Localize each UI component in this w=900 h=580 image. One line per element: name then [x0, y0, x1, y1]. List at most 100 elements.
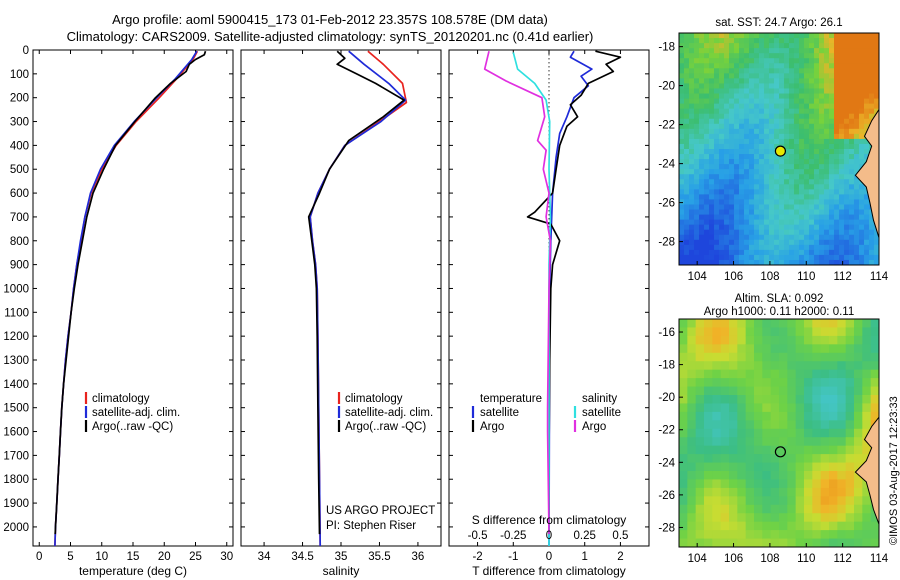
heatmap-cell	[804, 344, 813, 354]
heatmap-cell	[799, 63, 805, 69]
heatmap-cell	[820, 538, 830, 547]
heatmap-cell	[824, 133, 830, 140]
heatmap-cell	[724, 179, 730, 185]
heatmap-cell	[699, 149, 705, 155]
heatmap-cell	[874, 38, 879, 44]
heatmap-cell	[794, 143, 800, 150]
heatmap-cell	[812, 386, 822, 396]
heatmap-cell	[754, 229, 760, 236]
temperature-panel: 0100200300400500600700800900100011001200…	[3, 45, 234, 578]
heatmap-cell	[739, 209, 745, 216]
heatmap-cell	[864, 239, 870, 246]
heatmap-cell	[779, 344, 788, 354]
heatmap-cell	[729, 224, 735, 231]
heatmap-cell	[764, 214, 770, 221]
heatmap-cell	[759, 93, 765, 100]
heatmap-cell	[779, 48, 785, 54]
heatmap-cell	[854, 78, 860, 85]
heatmap-cell	[754, 113, 760, 120]
heatmap-cell	[870, 521, 879, 531]
heatmap-cell	[704, 98, 710, 105]
heatmap-cell	[687, 521, 697, 531]
heatmap-cell	[762, 513, 772, 523]
heatmap-cell	[749, 38, 755, 44]
heatmap-cell	[719, 174, 725, 180]
heatmap-cell	[679, 93, 685, 100]
heatmap-cell	[839, 239, 845, 246]
temperature-axes-frame	[32, 49, 234, 547]
heatmap-cell	[745, 411, 755, 421]
heatmap-cell	[874, 78, 879, 85]
heatmap-cell	[759, 33, 765, 39]
heatmap-cell	[724, 118, 730, 125]
heatmap-cell	[754, 378, 763, 388]
heatmap-cell	[689, 194, 695, 201]
heatmap-cell	[679, 108, 685, 115]
heatmap-cell	[679, 352, 688, 362]
heatmap-cell	[784, 63, 790, 69]
heatmap-cell	[679, 386, 688, 396]
heatmap-cell	[744, 214, 750, 221]
heatmap-cell	[859, 214, 865, 221]
heatmap-cell	[729, 229, 735, 236]
heatmap-cell	[714, 53, 720, 59]
heatmap-cell	[759, 103, 765, 110]
heatmap-cell	[704, 462, 713, 472]
heatmap-cell	[809, 149, 815, 155]
heatmap-cell	[704, 369, 713, 379]
heatmap-cell	[864, 149, 870, 155]
heatmap-cell	[804, 83, 810, 90]
heatmap-cell	[769, 214, 775, 221]
heatmap-cell	[709, 259, 715, 265]
heatmap-cell	[870, 352, 879, 362]
heatmap-cell	[864, 53, 870, 59]
heatmap-cell	[754, 437, 763, 447]
heatmap-cell	[754, 138, 760, 145]
heatmap-cell	[809, 159, 815, 165]
heatmap-cell	[699, 189, 705, 195]
heatmap-cell	[729, 123, 735, 130]
heatmap-cell	[689, 113, 695, 120]
heatmap-cell	[794, 214, 800, 221]
heatmap-cell	[874, 93, 879, 100]
heatmap-cell	[712, 538, 722, 547]
heatmap-cell	[709, 204, 715, 211]
heatmap-cell	[812, 369, 822, 379]
heatmap-cell	[849, 254, 855, 261]
heatmap-cell	[819, 38, 825, 44]
heatmap-cell	[687, 420, 697, 430]
heatmap-cell	[804, 259, 810, 265]
heatmap-cell	[789, 98, 795, 105]
heatmap-cell	[737, 386, 747, 396]
heatmap-cell	[804, 138, 810, 145]
heatmap-cell	[787, 538, 797, 547]
heatmap-cell	[779, 43, 785, 49]
heatmap-cell	[834, 234, 840, 241]
heatmap-cell	[745, 471, 755, 481]
heatmap-cell	[799, 149, 805, 155]
heatmap-cell	[839, 43, 845, 49]
heatmap-cell	[687, 462, 697, 472]
heatmap-cell	[694, 98, 700, 105]
heatmap-cell	[729, 199, 735, 206]
heatmap-cell	[774, 179, 780, 185]
heatmap-cell	[834, 184, 840, 190]
heatmap-cell	[694, 229, 700, 236]
heatmap-cell	[729, 335, 738, 345]
heatmap-cell	[837, 504, 847, 514]
heatmap-cell	[819, 154, 825, 160]
heatmap-cell	[829, 113, 835, 120]
heatmap-cell	[719, 128, 725, 135]
heatmap-cell	[784, 73, 790, 79]
heatmap-cell	[687, 369, 697, 379]
heatmap-cell	[839, 219, 845, 226]
heatmap-cell	[824, 58, 830, 64]
heatmap-cell	[684, 194, 690, 201]
heatmap-cell	[864, 214, 870, 221]
heatmap-cell	[712, 487, 722, 497]
heatmap-cell	[859, 78, 865, 85]
heatmap-cell	[854, 386, 863, 396]
heatmap-cell	[734, 43, 740, 49]
heatmap-cell	[854, 479, 863, 489]
heatmap-cell	[764, 199, 770, 206]
